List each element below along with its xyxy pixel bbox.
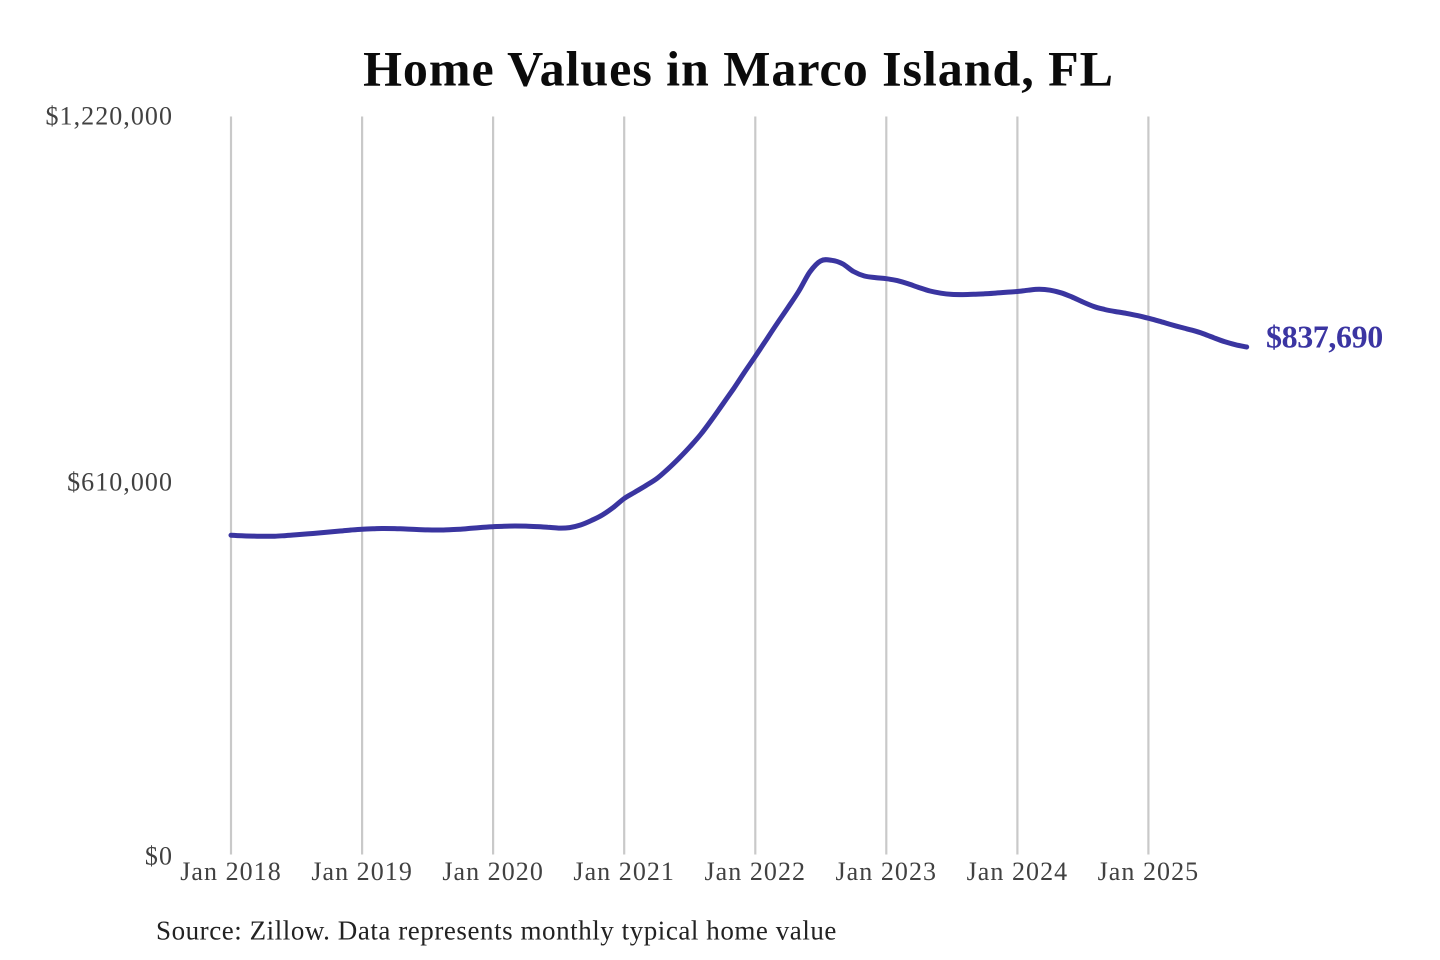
svg-text:$0: $0 [145, 842, 173, 871]
svg-text:$1,220,000: $1,220,000 [46, 102, 174, 131]
svg-text:Jan 2024: Jan 2024 [967, 857, 1069, 886]
svg-text:Jan 2019: Jan 2019 [311, 857, 413, 886]
svg-text:Jan 2021: Jan 2021 [573, 857, 675, 886]
svg-text:Source: Zillow. Data represent: Source: Zillow. Data represents monthly … [156, 916, 837, 946]
svg-text:Jan 2020: Jan 2020 [442, 857, 544, 886]
svg-text:Jan 2023: Jan 2023 [836, 857, 938, 886]
svg-text:$610,000: $610,000 [67, 468, 173, 497]
svg-text:Home Values in Marco Island, F: Home Values in Marco Island, FL [363, 41, 1114, 97]
svg-text:Jan 2025: Jan 2025 [1098, 857, 1200, 886]
svg-text:Jan 2018: Jan 2018 [180, 857, 282, 886]
svg-text:$837,690: $837,690 [1266, 319, 1383, 355]
svg-text:Jan 2022: Jan 2022 [705, 857, 807, 886]
